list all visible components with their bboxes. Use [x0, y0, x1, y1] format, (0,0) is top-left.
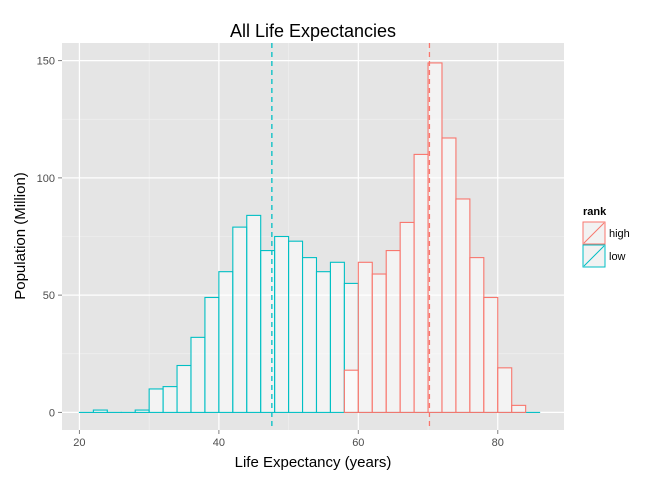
bar-high: [497, 367, 513, 413]
x-tick-label: 40: [213, 437, 225, 449]
y-tick-label: 50: [43, 290, 55, 302]
bar-low: [329, 261, 345, 413]
y-tick-label: 0: [49, 407, 55, 419]
legend-key-slash-high: [583, 222, 605, 244]
bar-low: [162, 386, 178, 413]
bar-high: [371, 273, 387, 413]
x-tick-label: 60: [352, 437, 364, 449]
bar-low: [176, 364, 192, 413]
bar-low: [134, 409, 150, 413]
y-tick-label: 150: [37, 56, 55, 68]
bar-low: [232, 226, 248, 413]
bar-high: [357, 261, 373, 413]
bar-high: [385, 250, 401, 413]
x-axis-title: Life Expectancy (years): [235, 454, 392, 471]
bar-low: [288, 240, 304, 413]
bar-low: [246, 214, 262, 413]
bar-low: [315, 271, 331, 413]
legend-label-low: low: [609, 251, 626, 263]
bar-high: [511, 404, 527, 413]
bar-low: [274, 235, 290, 413]
mean-lines: [271, 43, 431, 430]
bar-low: [204, 296, 220, 413]
legend: rank high low: [582, 206, 630, 268]
x-tick-label: 80: [492, 437, 504, 449]
bar-low: [190, 336, 206, 413]
bar-high: [483, 296, 499, 413]
x-tick-label: 20: [73, 437, 85, 449]
bar-high: [469, 257, 485, 413]
bar-low: [148, 388, 164, 413]
y-axis-title: Population (Million): [12, 172, 29, 300]
bar-high: [441, 137, 457, 413]
bar-high: [455, 198, 471, 413]
axis-ticks: 20 40 60 80 0 50 100 150: [37, 56, 504, 449]
bars: [78, 62, 541, 413]
bar-low: [92, 409, 108, 413]
chart-title: All Life Expectancies: [230, 21, 396, 41]
legend-label-high: high: [609, 228, 630, 240]
bar-low: [301, 257, 318, 413]
bar-high: [399, 221, 415, 413]
y-tick-label: 100: [37, 173, 55, 185]
bar-high: [427, 62, 443, 413]
legend-title: rank: [583, 206, 607, 218]
bar-low: [260, 250, 276, 413]
bar-high: [413, 153, 429, 413]
bar-low: [218, 271, 234, 413]
legend-key-slash-low: [583, 245, 605, 267]
bar-high: [343, 369, 359, 413]
